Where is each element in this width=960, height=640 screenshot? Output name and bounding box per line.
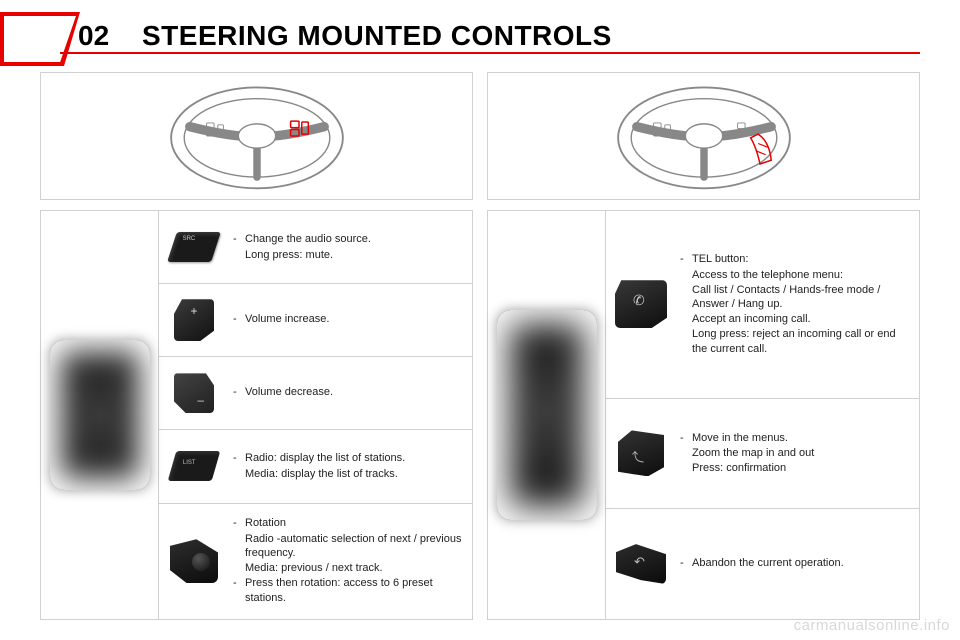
- section-number: 02: [78, 20, 109, 52]
- volume-up-icon: [159, 284, 229, 356]
- table-row: Rotation Radio -automatic selection of n…: [159, 504, 472, 619]
- table-row: Abandon the current operation.: [606, 509, 919, 619]
- left-column: Change the audio source. Long press: mut…: [40, 72, 473, 620]
- table-row: TEL button: Access to the telephone menu…: [606, 211, 919, 399]
- table-row: Volume increase.: [159, 284, 472, 357]
- volume-down-icon: [159, 357, 229, 429]
- header-underline: [60, 52, 920, 54]
- menu-nav-button-icon: [606, 399, 676, 509]
- content-columns: Change the audio source. Long press: mut…: [40, 72, 920, 620]
- row-text: TEL button: Access to the telephone menu…: [676, 246, 919, 363]
- left-rows: Change the audio source. Long press: mut…: [159, 211, 472, 619]
- table-row: Move in the menus. Zoom the map in and o…: [606, 399, 919, 510]
- back-button-icon: [606, 509, 676, 619]
- right-cluster-cell: [488, 211, 606, 619]
- right-controls-cluster-photo: [497, 310, 597, 520]
- row-text: Radio: display the list of stations. Med…: [229, 445, 472, 488]
- tel-button-icon: [606, 211, 676, 398]
- rotation-dial-icon: [159, 504, 229, 619]
- row-text: Change the audio source. Long press: mut…: [229, 226, 472, 269]
- left-controls-cluster-photo: [50, 340, 150, 490]
- steering-wheel-right-icon: [609, 80, 799, 192]
- left-wheel-panel: [40, 72, 473, 200]
- row-text: Abandon the current operation.: [676, 550, 919, 578]
- row-text: Volume increase.: [229, 306, 472, 334]
- row-text: Move in the menus. Zoom the map in and o…: [676, 425, 919, 483]
- row-text: Rotation Radio -automatic selection of n…: [229, 510, 472, 613]
- row-text: Volume decrease.: [229, 379, 472, 407]
- table-row: Volume decrease.: [159, 357, 472, 430]
- right-controls-table: TEL button: Access to the telephone menu…: [487, 210, 920, 620]
- list-button-icon: [159, 430, 229, 502]
- page-header: 02 STEERING MOUNTED CONTROLS: [60, 22, 920, 62]
- src-button-icon: [159, 211, 229, 283]
- right-column: TEL button: Access to the telephone menu…: [487, 72, 920, 620]
- right-rows: TEL button: Access to the telephone menu…: [606, 211, 919, 619]
- left-cluster-cell: [41, 211, 159, 619]
- left-controls-table: Change the audio source. Long press: mut…: [40, 210, 473, 620]
- steering-wheel-left-icon: [162, 80, 352, 192]
- page-title: STEERING MOUNTED CONTROLS: [142, 20, 612, 52]
- table-row: Change the audio source. Long press: mut…: [159, 211, 472, 284]
- table-row: Radio: display the list of stations. Med…: [159, 430, 472, 503]
- right-wheel-panel: [487, 72, 920, 200]
